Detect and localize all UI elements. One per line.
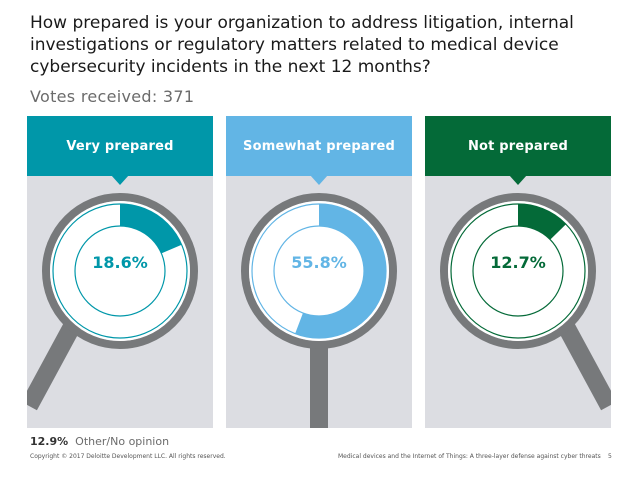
pointer-arrow <box>310 175 328 185</box>
category-label: Not prepared <box>425 116 611 176</box>
page-number: 5 <box>608 453 612 460</box>
pointer-arrow <box>509 175 527 185</box>
value-label: 55.8% <box>291 253 347 272</box>
gauge-value-slice <box>518 204 566 240</box>
category-label: Very prepared <box>27 116 213 176</box>
magnifier-gauge <box>27 193 198 411</box>
magnifier-rim <box>440 193 596 349</box>
magnifier-rim <box>241 193 397 349</box>
other-opinion-note: 12.9% Other/No opinion <box>30 435 169 448</box>
question-title: How prepared is your organization to add… <box>30 13 574 77</box>
votes-received: Votes received: 371 <box>30 87 195 106</box>
other-label: Other/No opinion <box>75 435 170 448</box>
value-label: 12.7% <box>490 253 546 272</box>
magnifier-rim <box>42 193 198 349</box>
value-label: 18.6% <box>92 253 148 272</box>
gauge-value-slice <box>295 204 386 338</box>
magnifier-handle <box>27 316 83 411</box>
panel-somewhat-prepared: Somewhat prepared 55.8% <box>226 116 412 428</box>
panel-not-prepared: Not prepared 12.7% <box>425 116 611 428</box>
pointer-arrow <box>111 175 129 185</box>
panel-very-prepared: Very prepared 18.6% <box>27 116 213 428</box>
gauge-value-slice <box>120 204 182 254</box>
source-note: Medical devices and the Internet of Thin… <box>338 453 601 460</box>
category-label: Somewhat prepared <box>226 116 412 176</box>
magnifier-handle <box>555 316 611 411</box>
other-value: 12.9% <box>30 435 69 448</box>
magnifier-gauge <box>241 193 397 428</box>
magnifier-gauge <box>440 193 611 411</box>
copyright: Copyright © 2017 Deloitte Development LL… <box>30 453 226 460</box>
